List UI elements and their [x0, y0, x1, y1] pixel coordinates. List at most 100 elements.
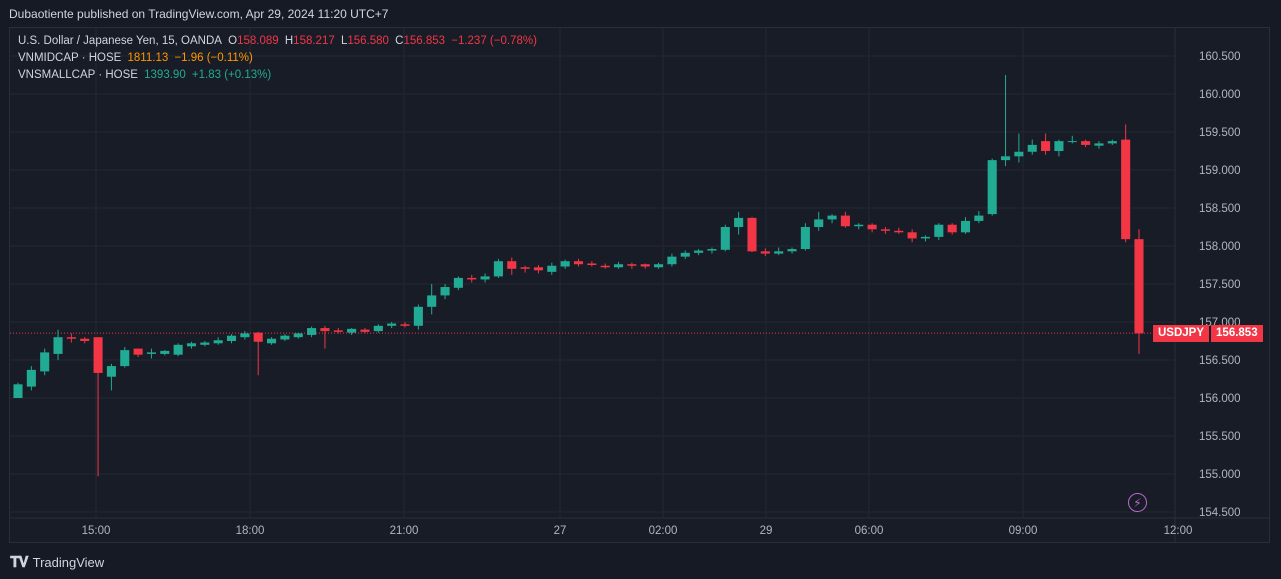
price-tick-label: 160.500	[1199, 51, 1241, 63]
candles	[13, 75, 1144, 477]
candle	[680, 250, 690, 259]
candle	[600, 263, 610, 269]
publisher-line: Dubaotiente published on TradingView.com…	[9, 7, 389, 21]
legend-main-series: U.S. Dollar / Japanese Yen, 15, OANDA O1…	[18, 35, 540, 47]
candle	[760, 248, 770, 256]
candle	[667, 253, 677, 267]
time-tick-label: 12:00	[1164, 525, 1193, 537]
legend-vnsmallcap-value: 1393.90	[144, 69, 186, 81]
candle	[160, 350, 170, 356]
price-tick-label: 160.000	[1199, 89, 1241, 101]
candle-body	[320, 328, 330, 332]
candle-body	[507, 261, 517, 269]
price-tick-label: 159.000	[1199, 165, 1241, 177]
candle	[987, 158, 997, 216]
candle	[854, 223, 864, 230]
legend-low-value: 156.580	[347, 35, 389, 47]
candle-body	[253, 332, 263, 342]
candle	[53, 329, 63, 360]
candle-body	[146, 352, 156, 354]
candle-body	[53, 337, 63, 354]
grid-lines	[10, 28, 1175, 518]
time-tick-label: 21:00	[390, 525, 419, 537]
candle	[1107, 139, 1117, 145]
candle-body	[734, 217, 744, 227]
price-axis[interactable]: 154.500155.000155.500156.000156.500157.0…	[1199, 51, 1241, 519]
time-axis[interactable]: 15:00 18:00 21:00 27 02:00 29 06:00 09:00 12:00	[82, 525, 1193, 537]
time-tick-label: 06:00	[855, 525, 884, 537]
candle	[734, 211, 744, 235]
candle	[267, 337, 277, 345]
candle-body	[160, 350, 170, 354]
candle	[253, 331, 263, 376]
candle-body	[600, 265, 610, 268]
price-tick-label: 159.500	[1199, 127, 1241, 139]
candle-body	[93, 337, 103, 373]
candle	[26, 366, 36, 391]
candle-body	[453, 277, 463, 288]
candle-body	[613, 264, 624, 268]
candle-body	[974, 215, 984, 221]
candle	[467, 274, 477, 283]
candle	[1041, 133, 1051, 155]
legend-vnsmallcap-change: +1.83 (+0.13%)	[191, 69, 272, 81]
candle	[413, 304, 423, 330]
candle-body	[667, 256, 677, 265]
candle-body	[787, 249, 797, 252]
candle-body	[307, 328, 317, 335]
candle-body	[814, 219, 824, 227]
candle	[694, 249, 704, 256]
candle	[827, 214, 837, 224]
candle-body	[267, 338, 277, 344]
candle-body	[560, 261, 570, 267]
candle-body	[240, 333, 250, 338]
last-price-symbol: USDJPY	[1153, 325, 1210, 342]
last-price-label: USDJPY 156.853	[1153, 325, 1263, 342]
candle-body	[573, 261, 584, 265]
candle	[654, 262, 664, 269]
candle-body	[80, 338, 90, 341]
candle-body	[800, 227, 810, 250]
candle	[640, 263, 650, 269]
candle-body	[106, 366, 116, 377]
legend-high-value: 158.217	[293, 35, 335, 47]
candle	[814, 211, 824, 231]
candle	[720, 224, 730, 252]
candle-body	[133, 348, 143, 355]
candle	[587, 261, 597, 267]
candle-body	[920, 236, 931, 239]
candle	[800, 223, 810, 251]
candle-body	[1027, 144, 1037, 152]
time-tick-label: 02:00	[649, 525, 678, 537]
axis-separators	[10, 28, 1269, 542]
candle	[173, 343, 183, 357]
candle	[507, 257, 517, 275]
candle	[974, 211, 984, 224]
candle-body	[467, 277, 477, 280]
candle	[226, 334, 237, 344]
candle	[613, 261, 624, 269]
candle	[293, 332, 303, 339]
candle	[774, 247, 784, 256]
candle	[146, 348, 156, 359]
candle-body	[774, 251, 784, 254]
chart-panel[interactable]: 154.500 155.000 155.500 156.000 156.500 157.0…	[9, 27, 1270, 543]
candle	[40, 348, 50, 376]
candle	[1121, 124, 1131, 243]
candle	[347, 328, 357, 335]
price-tick-label: 156.500	[1199, 355, 1241, 367]
flash-icon[interactable]: ⚡	[1128, 493, 1147, 512]
candlestick-chart[interactable]: 154.500155.000155.500156.000156.500157.0…	[10, 28, 1269, 542]
candle-body	[66, 337, 76, 339]
candle	[1094, 141, 1104, 149]
candle	[1001, 75, 1011, 167]
candle	[400, 322, 410, 328]
candle	[1067, 135, 1077, 144]
footer-brand[interactable]: 𝐓𝐕 TradingView	[10, 553, 104, 571]
candle	[1014, 133, 1024, 163]
candle	[533, 265, 544, 274]
candle-body	[654, 264, 664, 268]
candle	[920, 235, 931, 242]
candle	[186, 341, 197, 349]
candle-body	[1041, 141, 1051, 151]
